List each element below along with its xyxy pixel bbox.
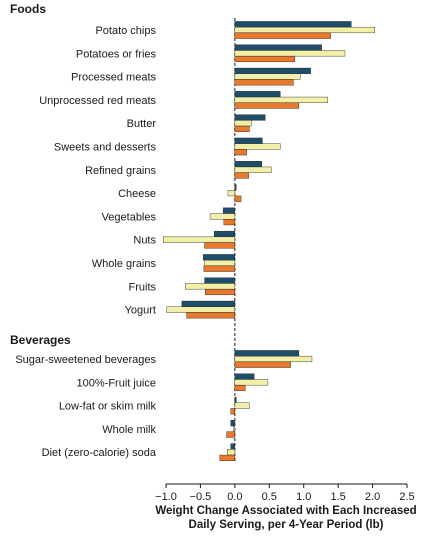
bar — [234, 361, 291, 368]
bar — [234, 137, 263, 144]
bar — [222, 207, 236, 214]
category-label: Low-fat or skim milk — [59, 401, 157, 413]
bar — [234, 350, 300, 357]
x-tick-label: 1.5 — [330, 491, 345, 503]
x-tick-label: 0.5 — [262, 491, 277, 503]
bar — [234, 161, 262, 168]
bar — [163, 236, 236, 243]
bar — [204, 259, 236, 267]
x-tick-label: 1.0 — [296, 491, 311, 503]
bar — [230, 443, 236, 450]
bar — [227, 449, 236, 456]
category-label: Processed meats — [71, 72, 156, 84]
category-label: Nuts — [133, 235, 156, 247]
category-label: Sweets and desserts — [54, 142, 157, 154]
bar — [234, 79, 294, 86]
bar — [234, 396, 237, 403]
bar — [234, 114, 266, 121]
bar — [223, 219, 236, 226]
category-label: Potato chips — [95, 25, 156, 37]
bar — [234, 91, 281, 98]
bar — [230, 420, 236, 427]
x-tick-label: 2.5 — [399, 491, 414, 503]
category-label: Sugar-sweetened beverages — [15, 354, 156, 366]
bar — [234, 402, 250, 409]
category-label: 100%-Fruit juice — [77, 377, 156, 389]
bar — [234, 355, 313, 363]
category-label: Whole milk — [102, 424, 156, 436]
section-title: Foods — [10, 2, 46, 16]
bar — [234, 125, 250, 132]
bar — [204, 242, 236, 249]
bar — [234, 195, 242, 202]
bar — [234, 44, 322, 51]
bar — [234, 50, 346, 57]
bar — [234, 184, 237, 191]
bar — [219, 454, 236, 461]
x-tick-label: −0.5 — [190, 491, 212, 503]
x-axis-title-line-2: Daily Serving, per 4-Year Period (lb) — [189, 519, 384, 531]
bar — [227, 190, 236, 197]
bar — [205, 288, 236, 296]
bar — [202, 254, 236, 261]
category-label: Yogurt — [125, 305, 156, 317]
x-tick-label: −1.0 — [155, 491, 177, 503]
category-label: Whole grains — [92, 258, 157, 270]
x-axis: −1.0 −0.5 0.0 0.5 1.0 1.5 2.0 2.5 — [155, 483, 415, 503]
labels-layer: Foods Potato chips Potatoes or fries Proces… — [10, 2, 157, 459]
bar — [181, 300, 236, 307]
section-title: Beverages — [10, 333, 71, 347]
bar — [234, 55, 295, 63]
x-axis-title-line-1: Weight Change Associated with Each Incre… — [155, 505, 416, 517]
category-label: Potatoes or fries — [76, 48, 157, 60]
bar — [234, 96, 329, 103]
category-label: Fruits — [129, 281, 157, 293]
bar — [234, 373, 255, 380]
bar — [234, 166, 272, 173]
bar — [234, 73, 301, 80]
bar — [234, 102, 300, 109]
category-label: Vegetables — [102, 211, 157, 223]
bars-layer — [163, 21, 375, 461]
x-tick-label: 0.0 — [227, 491, 242, 503]
bar — [204, 277, 236, 284]
bar — [234, 32, 331, 39]
bar — [186, 312, 236, 319]
bar — [233, 425, 236, 432]
category-label: Butter — [127, 118, 157, 130]
bar — [234, 21, 352, 28]
bar — [203, 265, 236, 272]
bar — [234, 379, 269, 386]
bar — [234, 26, 375, 34]
bar — [185, 283, 236, 290]
bar — [234, 120, 252, 127]
bar — [234, 143, 281, 150]
bar — [234, 384, 246, 392]
bar — [234, 172, 249, 179]
bar — [166, 306, 236, 313]
bar — [213, 230, 236, 238]
bar — [230, 408, 236, 415]
bar — [234, 67, 311, 74]
bar — [226, 431, 236, 438]
bar — [209, 213, 236, 220]
bar — [234, 149, 247, 156]
category-label: Unprocessed red meats — [39, 95, 156, 107]
category-label: Cheese — [118, 188, 156, 200]
x-tick-label: 2.0 — [365, 491, 380, 503]
category-label: Diet (zero-calorie) soda — [42, 447, 157, 459]
category-label: Refined grains — [85, 165, 156, 177]
